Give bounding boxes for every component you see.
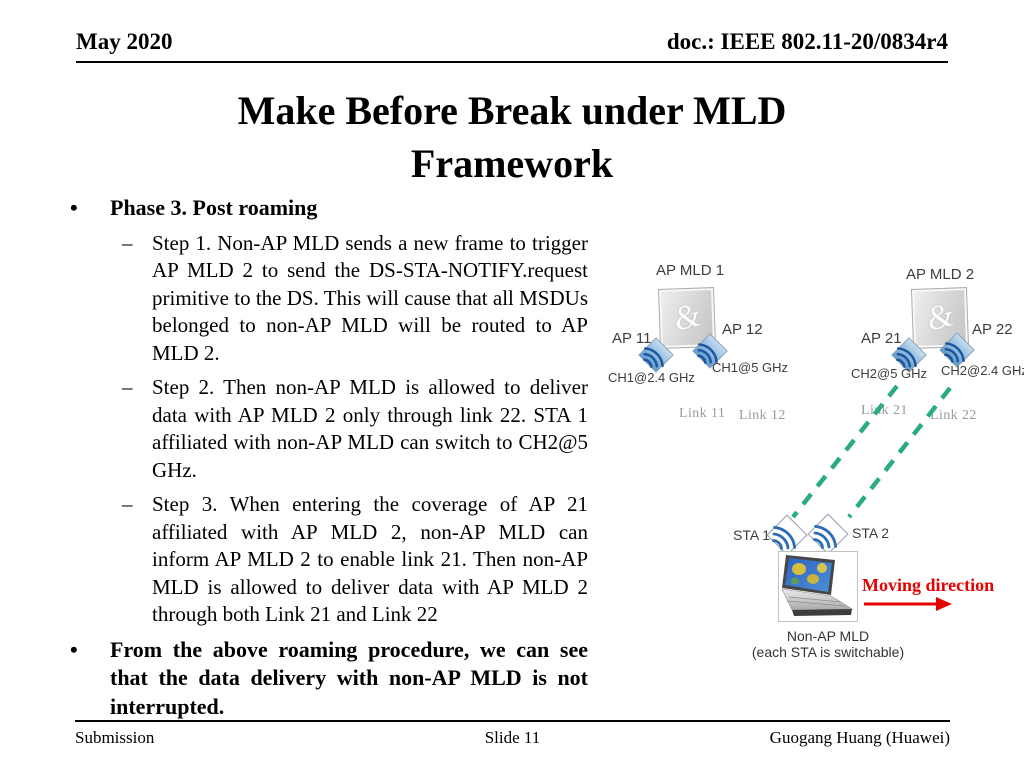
footer-author: Guogang Huang (Huawei) [769,728,951,747]
dash-icon: – [122,230,133,255]
ap22-label: AP 22 [972,321,1013,338]
non-ap-mld-caption: Non-AP MLD (each STA is switchable) [748,628,908,660]
ap12-label: AP 12 [722,321,763,338]
page-title: Make Before Break under MLD Framework [16,84,1008,190]
sta2-wireless-icon [807,513,849,555]
step1-item: – Step 1. Non-AP MLD sends a new frame t… [60,230,588,368]
bullet-icon: • [70,636,78,662]
moving-direction-label: Moving direction [862,575,995,595]
non-ap-mld-laptop [778,551,858,622]
ap-mld2-label: AP MLD 2 [905,266,975,283]
sta1-wireless-icon [766,514,808,556]
bullet-conclusion: • From the above roaming procedure, we c… [60,636,588,722]
header-doc-number: doc.: IEEE 802.11-20/0834r4 [666,29,948,54]
step2-text: Step 2. Then non-AP MLD is allowed to de… [152,375,588,482]
slide-header: May 2020 doc.: IEEE 802.11-20/0834r4 [76,28,948,63]
ap22-wireless-icon [939,332,975,368]
ap-mld1-label: AP MLD 1 [655,262,725,279]
page-title-line2: Framework [410,141,614,186]
ch1-24ghz-label: CH1@2.4 GHz [608,370,695,385]
sta2-label: STA 2 [852,525,890,541]
ap21-wireless-icon [891,337,927,373]
dash-icon: – [122,375,133,399]
ap11-label: AP 11 [612,330,652,347]
ch2-5ghz-label: CH2@5 GHz [851,366,928,381]
ap21-label: AP 21 [861,330,902,347]
link21-label: Link 21 [861,403,908,418]
sta1-label: STA 1 [733,527,771,543]
slide-body: • Phase 3. Post roaming – Step 1. Non-AP… [60,194,588,728]
bullet-icon: • [70,195,78,220]
bullet-phase3-text: Phase 3. Post roaming [110,195,318,220]
page-title-line1: Make Before Break under MLD [237,88,787,133]
link22-label: Link 22 [930,408,977,423]
step3-text: Step 3. When entering the coverage of AP… [152,492,588,626]
footer-slide-number: Slide 11 [484,728,541,747]
step2-item: – Step 2. Then non-AP MLD is allowed to … [60,374,588,484]
step1-text: Step 1. Non-AP MLD sends a new frame to … [152,230,588,365]
step3-item: – Step 3. When entering the coverage of … [60,491,588,629]
ap11-wireless-icon [638,337,674,373]
link12-label: Link 12 [739,408,786,423]
footer-submission: Submission [75,728,155,747]
ap12-wireless-icon [692,333,728,369]
slide-footer: Submission Slide 11 Guogang Huang (Huawe… [75,720,950,748]
header-date: May 2020 [76,29,173,54]
ch1-5ghz-label: CH1@5 GHz [712,360,789,375]
non-ap-mld-caption-line2: (each STA is switchable) [751,644,905,660]
laptop-icon [781,555,854,616]
link11-label: Link 11 [679,406,726,421]
bullet-phase3: • Phase 3. Post roaming [60,194,588,223]
non-ap-mld-caption-line1: Non-AP MLD [786,628,870,644]
ch2-24ghz-label: CH2@2.4 GHz [941,363,1024,378]
dash-icon: – [122,492,133,516]
bullet-conclusion-text: From the above roaming procedure, we can… [110,636,588,719]
moving-direction-arrow [864,597,952,611]
